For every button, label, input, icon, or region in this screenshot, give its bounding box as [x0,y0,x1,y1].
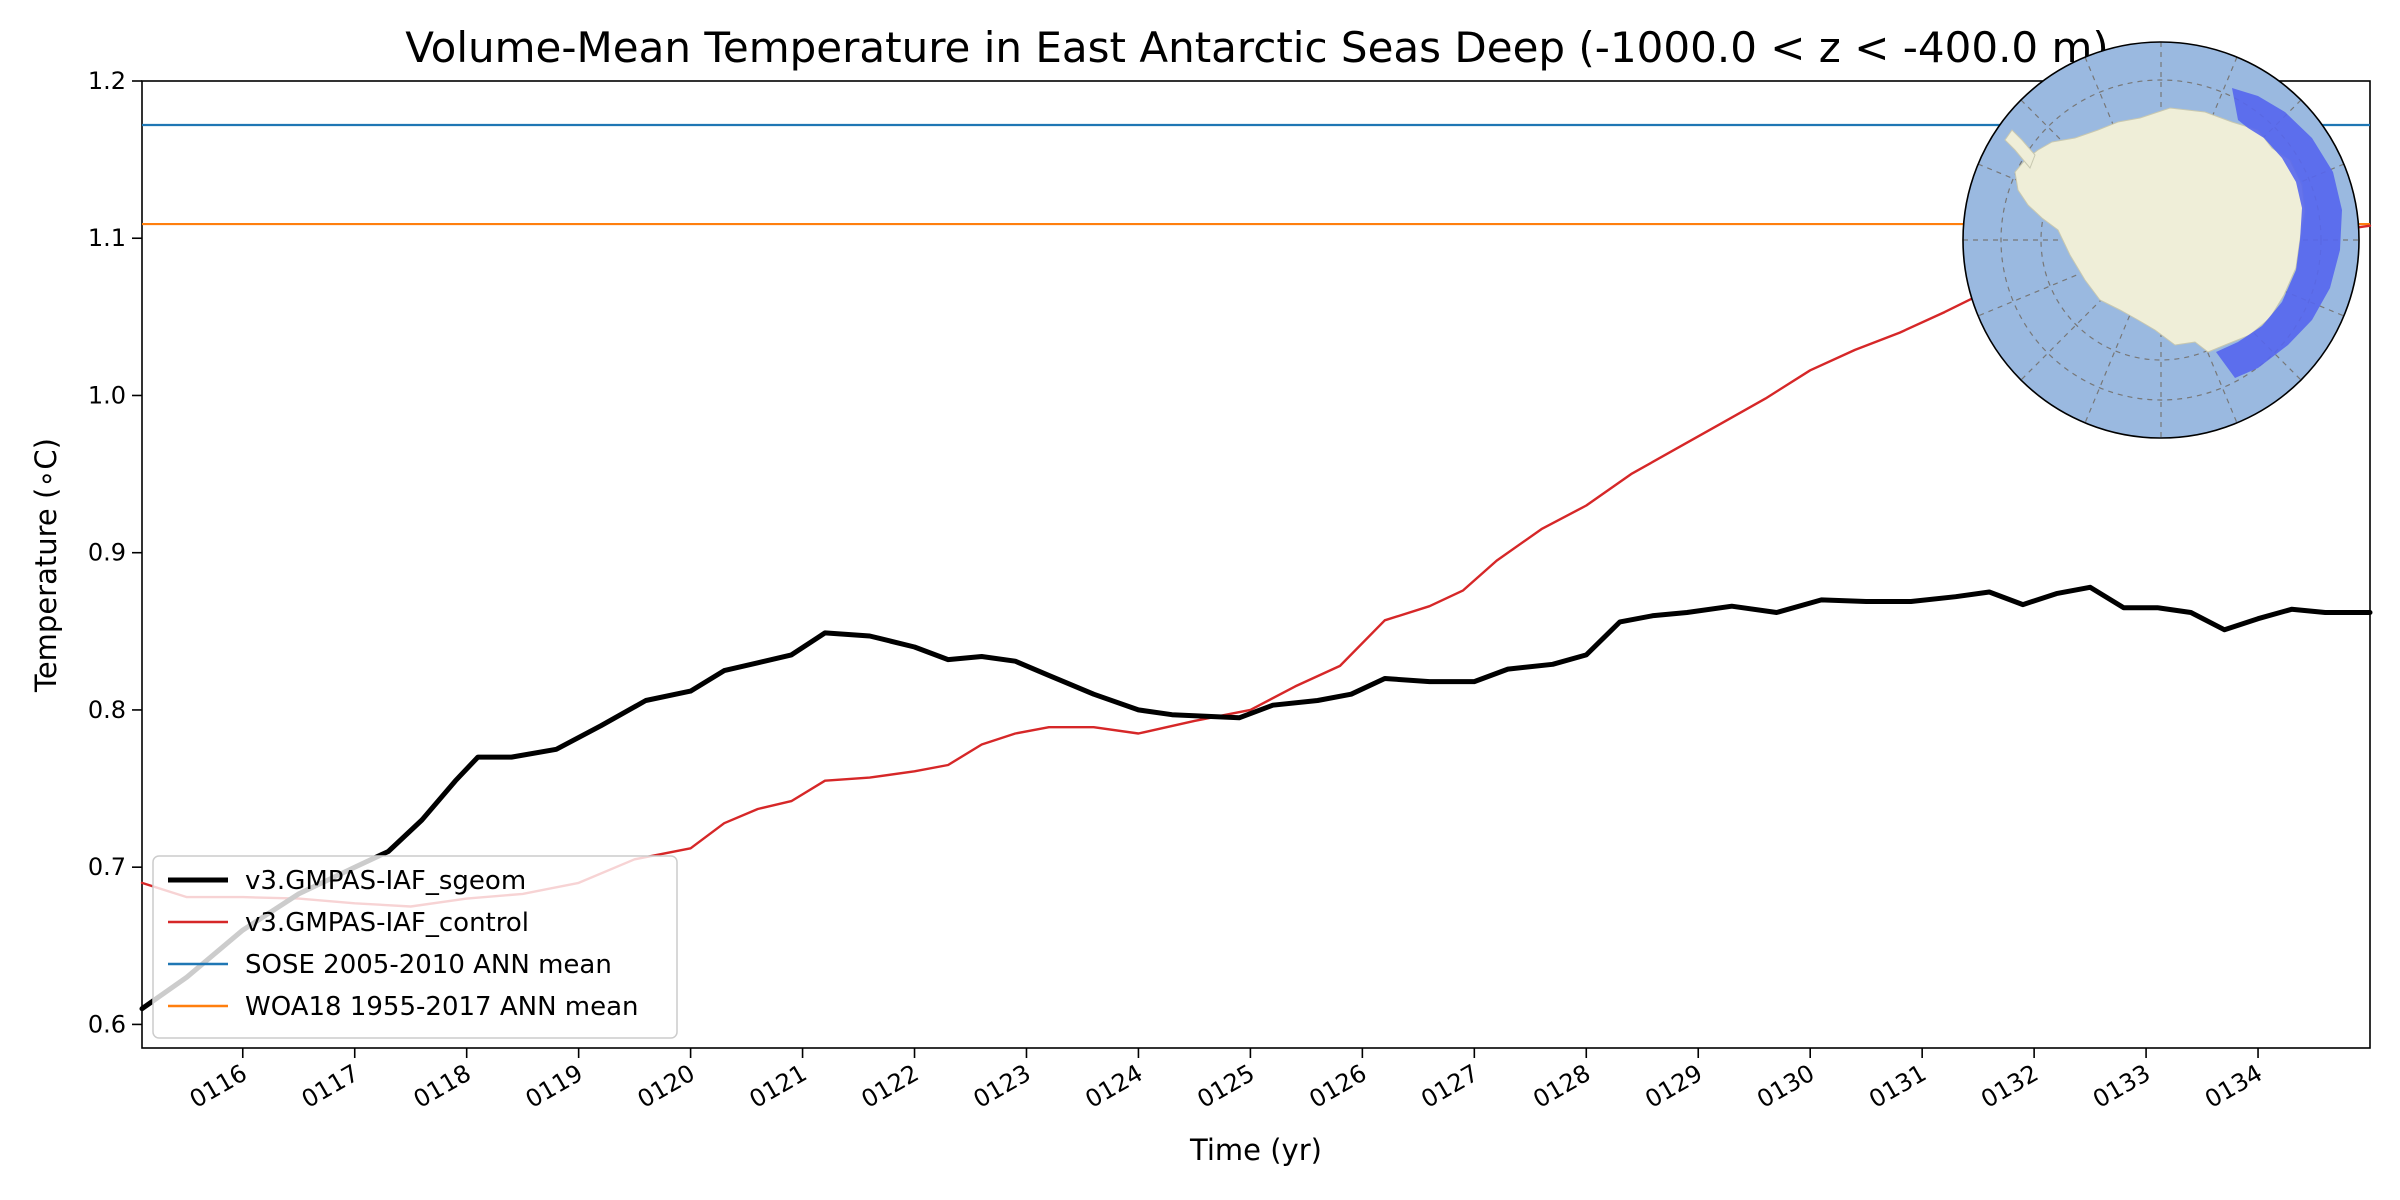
legend-box [152,855,678,1039]
east-antarctic-seas-region-icon [2216,88,2342,378]
y-tick-label-1: 0.7 [88,853,126,881]
chart-title: Volume-Mean Temperature in East Antarcti… [405,23,2109,72]
y-tick-label-4: 1.0 [88,381,126,409]
legend-label-control: v3.GMPAS-IAF_control [245,908,529,938]
y-tick-label-3: 0.9 [88,539,126,567]
antarctica-region-map-icon [1962,41,2360,439]
plot-frame [141,80,2371,1049]
y-axis-label: Temperature (∘C) [29,438,63,693]
antarctic-peninsula-icon [2004,129,2036,169]
x-axis-label: Time (yr) [1189,1133,1322,1167]
legend: v3.GMPAS-IAF_sgeom v3.GMPAS-IAF_control … [152,855,678,1039]
y-tick-label-0: 0.6 [88,1010,126,1038]
legend-label-woa: WOA18 1955-2017 ANN mean [245,992,639,1022]
y-tick-label-5: 1.1 [88,224,126,252]
legend-label-sose: SOSE 2005-2010 ANN mean [245,950,612,980]
legend-label-sgeom: v3.GMPAS-IAF_sgeom [245,866,526,896]
y-tick-label-2: 0.8 [88,696,126,724]
series-0-line [139,584,2373,1012]
y-tick-label-6: 1.2 [88,67,126,95]
